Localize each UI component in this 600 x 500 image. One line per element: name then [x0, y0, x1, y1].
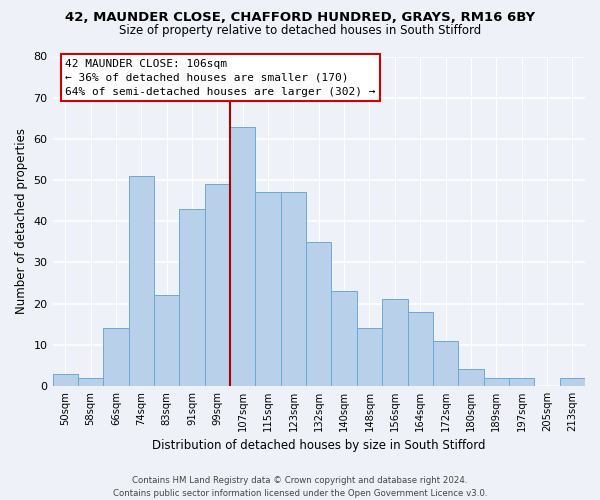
Text: 42 MAUNDER CLOSE: 106sqm
← 36% of detached houses are smaller (170)
64% of semi-: 42 MAUNDER CLOSE: 106sqm ← 36% of detach…	[65, 58, 376, 96]
Bar	[154, 296, 179, 386]
Bar	[205, 184, 230, 386]
Bar	[179, 209, 205, 386]
Bar	[509, 378, 534, 386]
Bar	[306, 242, 331, 386]
Bar	[53, 374, 78, 386]
Y-axis label: Number of detached properties: Number of detached properties	[15, 128, 28, 314]
Bar	[484, 378, 509, 386]
Bar	[230, 126, 256, 386]
Text: Size of property relative to detached houses in South Stifford: Size of property relative to detached ho…	[119, 24, 481, 37]
Bar	[382, 300, 407, 386]
Bar	[78, 378, 103, 386]
Bar	[103, 328, 128, 386]
Bar	[407, 312, 433, 386]
Bar	[281, 192, 306, 386]
Bar	[458, 370, 484, 386]
Bar	[128, 176, 154, 386]
Text: 42, MAUNDER CLOSE, CHAFFORD HUNDRED, GRAYS, RM16 6BY: 42, MAUNDER CLOSE, CHAFFORD HUNDRED, GRA…	[65, 11, 535, 24]
Bar	[433, 340, 458, 386]
Bar	[357, 328, 382, 386]
Bar	[256, 192, 281, 386]
Text: Contains HM Land Registry data © Crown copyright and database right 2024.
Contai: Contains HM Land Registry data © Crown c…	[113, 476, 487, 498]
Bar	[560, 378, 585, 386]
X-axis label: Distribution of detached houses by size in South Stifford: Distribution of detached houses by size …	[152, 440, 485, 452]
Bar	[331, 291, 357, 386]
